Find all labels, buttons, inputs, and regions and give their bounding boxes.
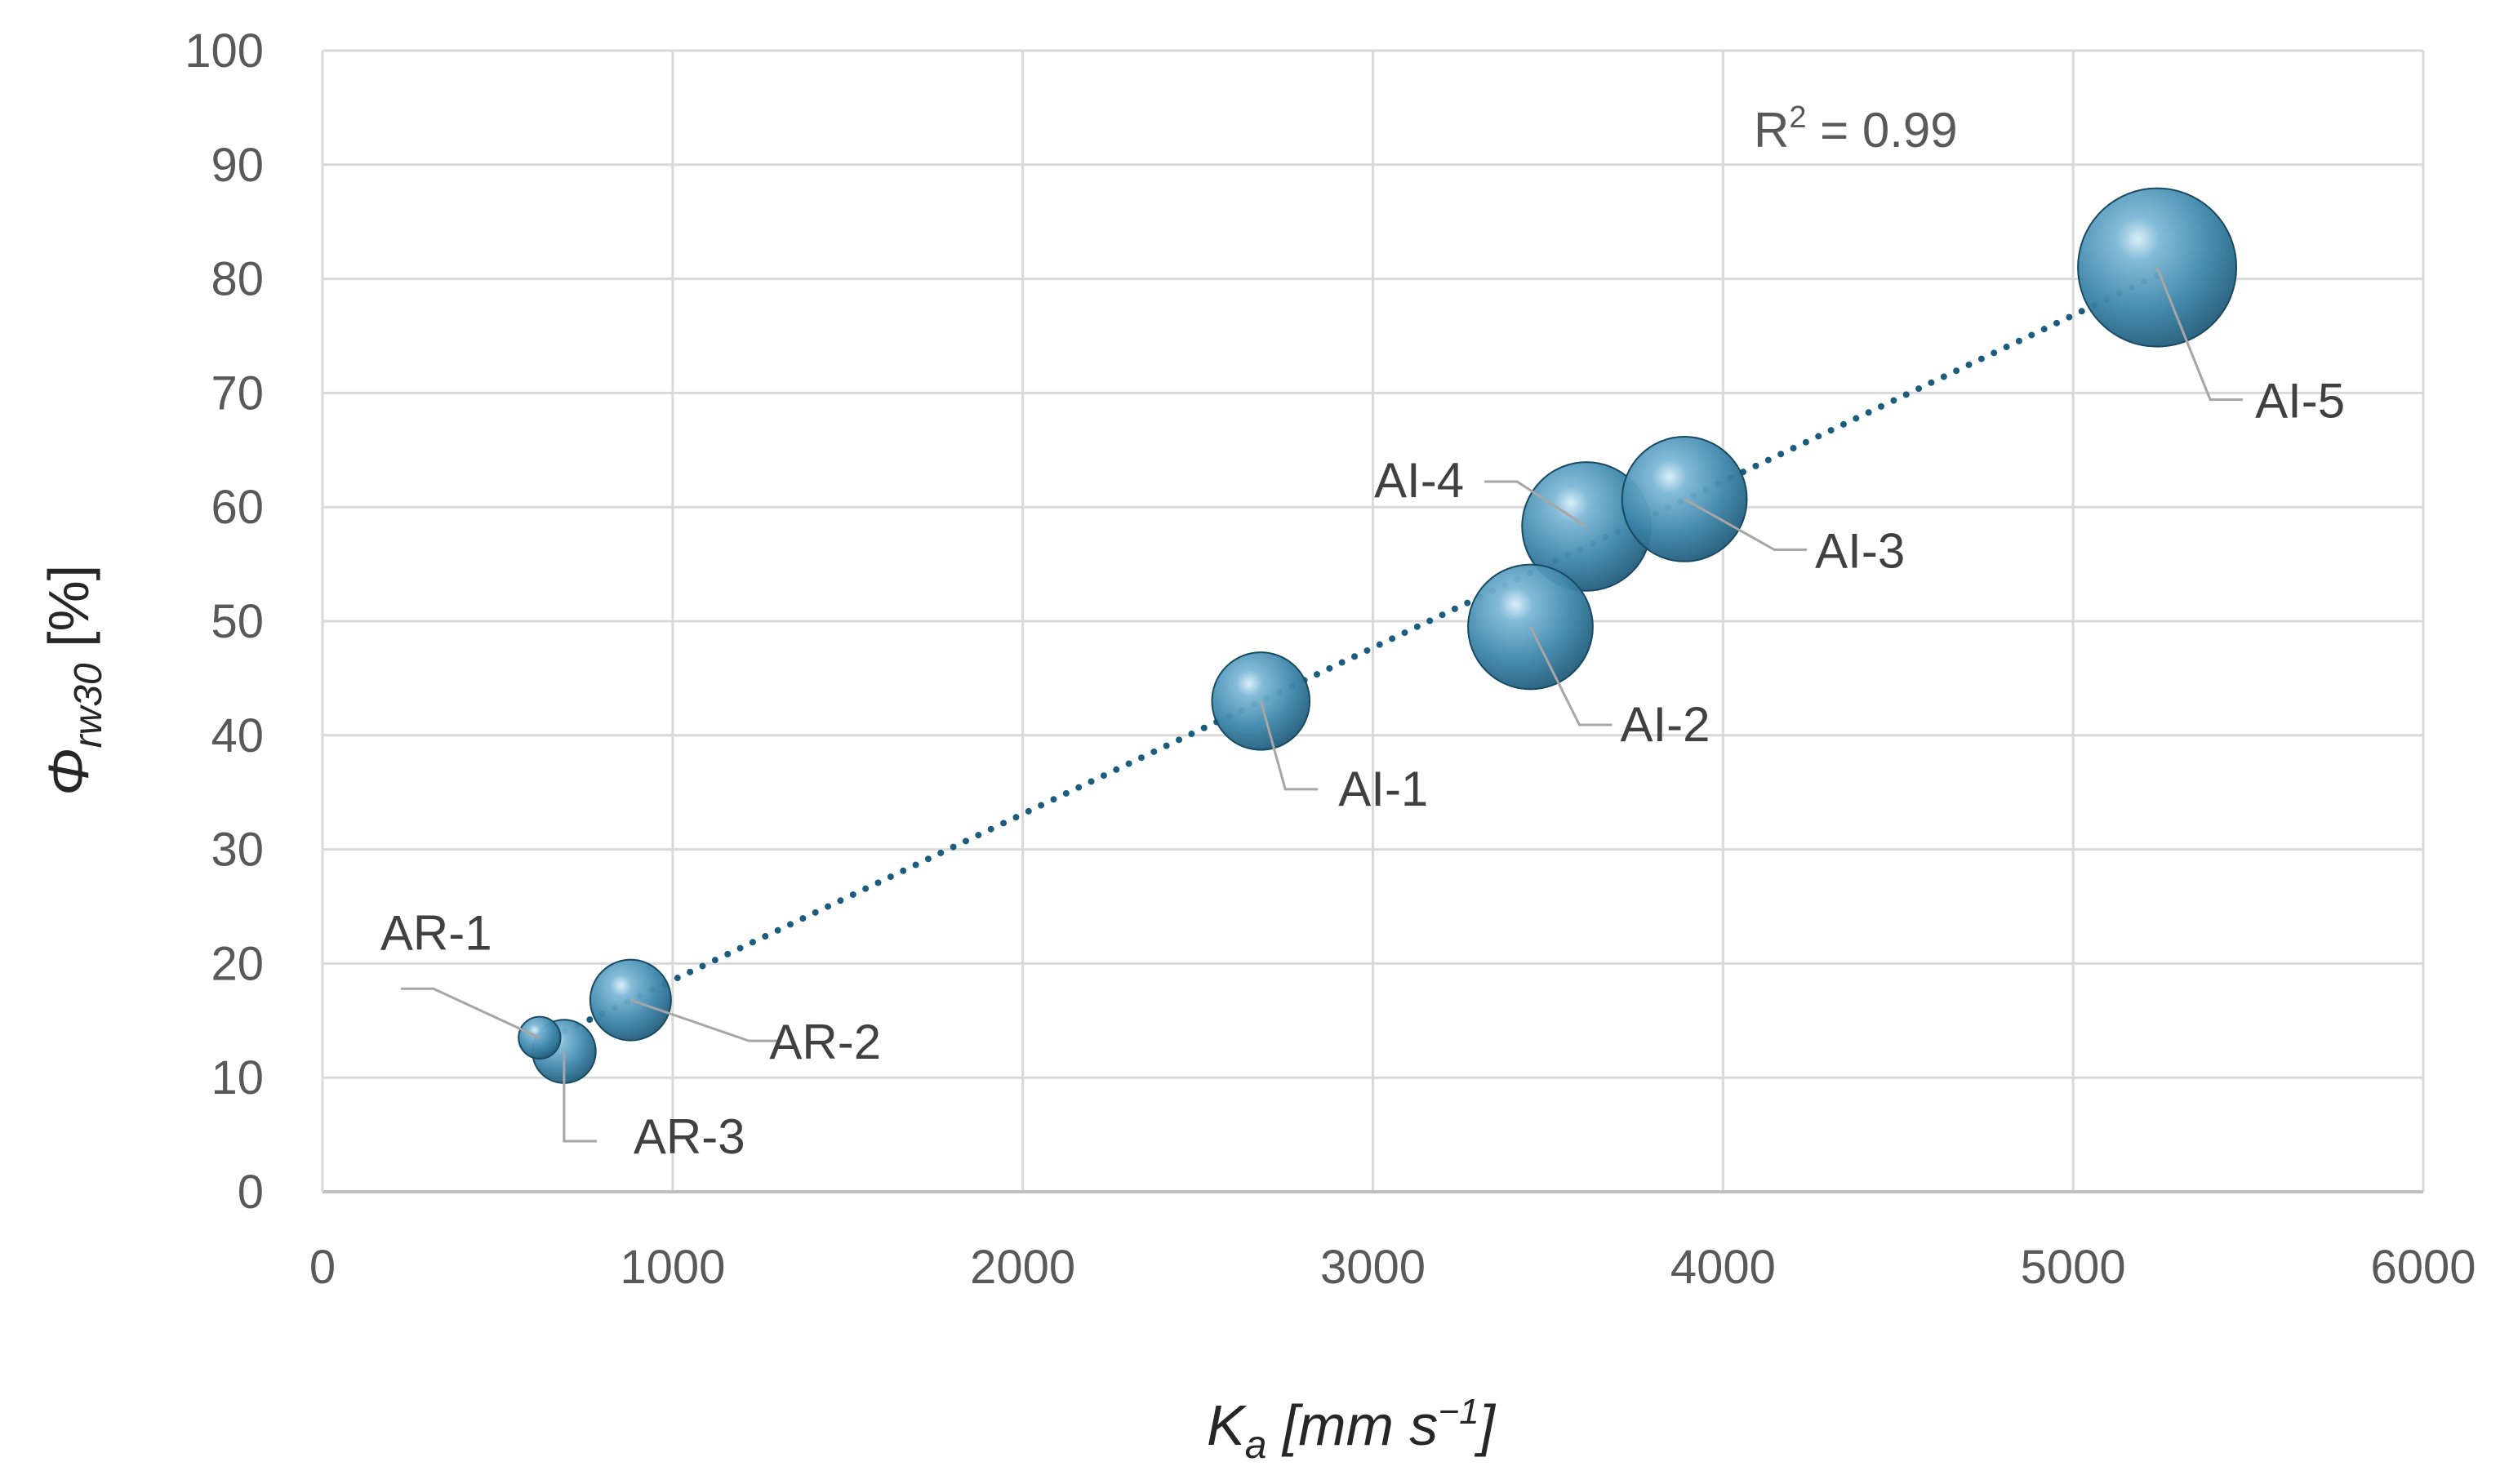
leader-lines xyxy=(400,267,2244,1143)
leader-ar-2 xyxy=(629,998,782,1042)
leader-ar-1 xyxy=(400,987,540,1039)
y-tick-label: 30 xyxy=(211,824,264,877)
y-tick-label: 50 xyxy=(211,595,264,648)
data-label-ai-4: AI-4 xyxy=(1374,453,1464,508)
trendline-dotted xyxy=(536,272,2161,1047)
bubble-ar-2 xyxy=(589,958,672,1042)
point-labels: AR-1 AR-3 AR-2 AI-1 AI-2 AI-4 AI-3 AI-5 xyxy=(380,374,2345,1164)
x-axis-title: Ka [mm s−1] xyxy=(1207,1392,1497,1467)
x-tick-label: 0 xyxy=(309,1241,336,1294)
x-tick-label: 3000 xyxy=(1320,1241,1426,1294)
y-tick-label: 80 xyxy=(211,253,264,306)
x-tick-label: 4000 xyxy=(1670,1241,1776,1294)
y-tick-label: 20 xyxy=(211,937,264,990)
leader-ai-4 xyxy=(1484,480,1587,528)
r-squared-label: R2 = 0.99 xyxy=(1754,100,1958,158)
y-tick-label: 60 xyxy=(211,481,264,534)
leader-ai-3 xyxy=(1684,498,1808,551)
data-label-ai-2: AI-2 xyxy=(1620,697,1710,752)
y-tick-label: 100 xyxy=(185,24,264,78)
x-tick-label: 5000 xyxy=(2021,1241,2126,1294)
y-axis-title: Φrw30 [%] xyxy=(37,565,110,796)
leader-ai-1 xyxy=(1259,700,1319,791)
trendline xyxy=(536,272,2161,1047)
leader-ai-2 xyxy=(1529,626,1613,726)
data-label-ai-1: AI-1 xyxy=(1338,762,1428,816)
axes xyxy=(321,51,2423,1193)
bubble-ai-2 xyxy=(1467,563,1594,691)
leader-ar-3 xyxy=(563,1051,597,1143)
y-tick-label: 40 xyxy=(211,709,264,762)
x-tick-label: 6000 xyxy=(2370,1241,2476,1294)
gridlines xyxy=(323,49,2425,1192)
data-label-ar-3: AR-3 xyxy=(634,1109,745,1164)
data-label-ai-5: AI-5 xyxy=(2255,374,2345,429)
x-tick-label: 1000 xyxy=(620,1241,725,1294)
x-tick-label: 2000 xyxy=(970,1241,1075,1294)
bubbles xyxy=(518,187,2238,1084)
y-tick-label: 0 xyxy=(238,1166,264,1219)
y-tick-label: 70 xyxy=(211,367,264,420)
y-tick-label: 90 xyxy=(211,139,264,192)
bubble-ar-1 xyxy=(518,1015,562,1060)
data-label-ar-2: AR-2 xyxy=(769,1015,881,1069)
leader-ai-5 xyxy=(2155,267,2244,402)
data-label-ai-3: AI-3 xyxy=(1815,523,1905,578)
data-label-ar-1: AR-1 xyxy=(380,905,492,960)
y-tick-label: 10 xyxy=(211,1051,264,1104)
